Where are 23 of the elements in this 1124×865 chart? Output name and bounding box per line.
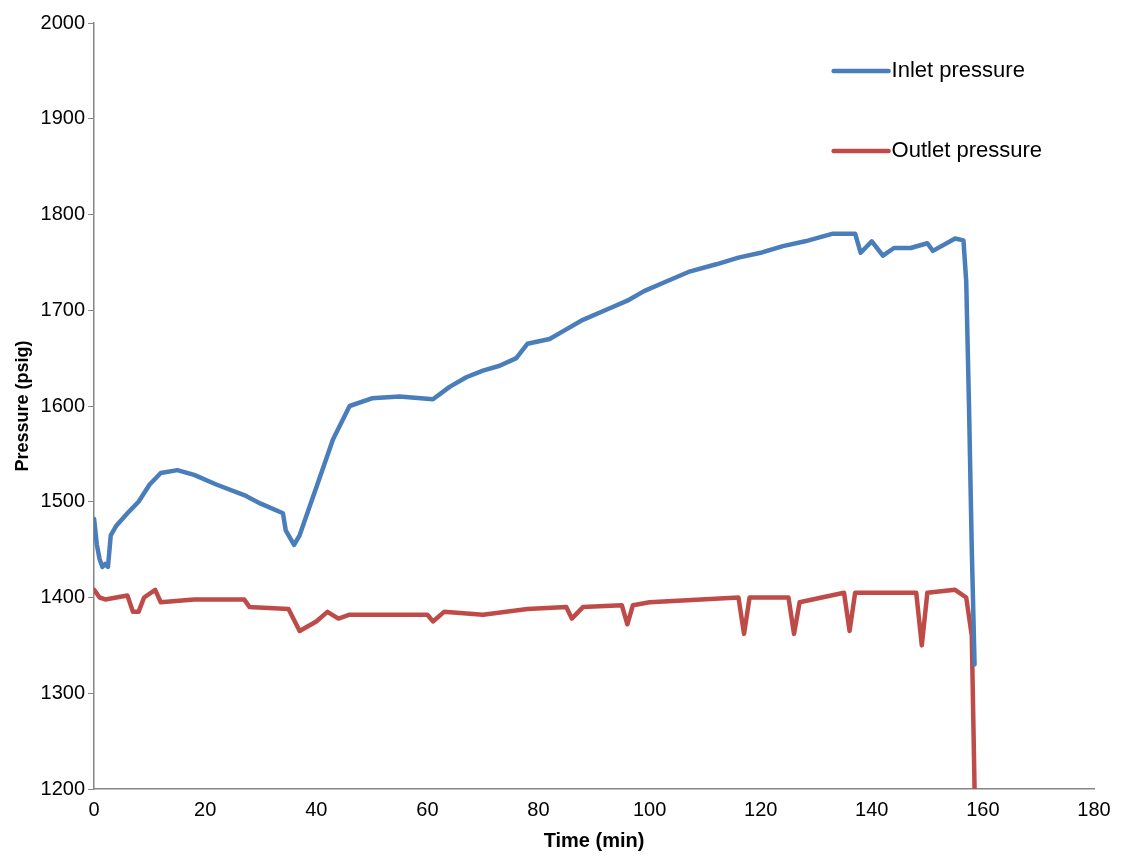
y-tick-label: 1600 <box>40 393 86 416</box>
x-tick-label: 80 <box>527 797 550 820</box>
x-tick-label: 120 <box>744 797 778 820</box>
legend-label: Inlet pressure <box>891 57 1025 83</box>
x-tick-label: 20 <box>194 797 217 820</box>
x-tick-label: 60 <box>416 797 439 820</box>
x-tick-label: 160 <box>966 797 1000 820</box>
x-tick-label: 100 <box>632 797 667 820</box>
x-tick-label: 40 <box>305 797 328 820</box>
y-tick-label: 1500 <box>40 489 86 512</box>
y-tick-label: 1200 <box>40 776 86 799</box>
legend-label: Outlet pressure <box>891 137 1042 163</box>
x-tick-label: 180 <box>1077 797 1111 820</box>
y-tick-label: 1300 <box>40 680 86 703</box>
y-tick-label: 1700 <box>40 297 86 320</box>
x-tick-label: 0 <box>88 797 100 820</box>
y-tick-label: 1400 <box>40 585 86 608</box>
y-tick-label: 2000 <box>40 10 86 33</box>
y-tick-label: 1800 <box>40 202 86 225</box>
y-axis-title: Pressure (psig) <box>11 340 32 472</box>
x-axis-title: Time (min) <box>543 828 645 851</box>
y-tick-label: 1900 <box>40 106 86 129</box>
x-tick-label: 140 <box>855 797 889 820</box>
